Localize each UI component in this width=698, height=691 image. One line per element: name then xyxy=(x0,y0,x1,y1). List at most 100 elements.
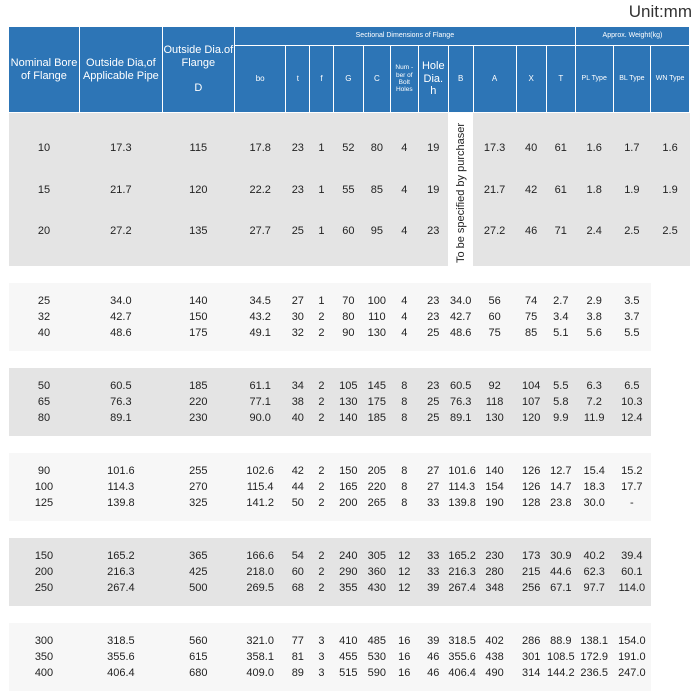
cell-bl-weight: 7.2 xyxy=(575,394,614,410)
cell-g: 130 xyxy=(333,394,364,410)
cell-wn-weight: 39.4 xyxy=(613,537,651,565)
cell-t-upper: 104 xyxy=(516,367,547,395)
cell-t-upper: 107 xyxy=(516,394,547,410)
cell-f: 2 xyxy=(309,309,334,325)
cell-nominal-bore: 15 xyxy=(8,173,80,207)
cell-pl-weight: 67.1 xyxy=(546,579,576,606)
cell-outside-dia-flange: 185 xyxy=(162,367,235,395)
cell-outside-dia-pipe: 139.8 xyxy=(79,494,163,521)
cell-outside-dia-flange: 140 xyxy=(162,283,235,310)
cell-bl-weight: 1.7 xyxy=(613,112,651,174)
cell-wn-weight: 247.0 xyxy=(613,664,651,691)
cell-nominal-bore: 300 xyxy=(8,622,80,650)
cell-x: 130 xyxy=(473,409,517,436)
group-separator xyxy=(8,520,690,538)
cell-bl-weight: 2.5 xyxy=(613,206,651,267)
cell-wn-weight: 6.5 xyxy=(613,367,651,395)
cell-a: 318.5 xyxy=(448,622,476,650)
separator-cell xyxy=(8,435,651,453)
cell-nominal-bore: 10 xyxy=(8,112,80,174)
separator-row xyxy=(8,605,690,623)
cell-c: 590 xyxy=(363,664,391,691)
table-row: 300 318.5 560 321.0 77 3 410 485 16 39 318.5 402 286… xyxy=(8,622,690,650)
group-separator xyxy=(8,435,690,453)
cell-nominal-bore: 32 xyxy=(8,309,80,325)
cell-a: 114.3 xyxy=(448,479,476,495)
cell-t: 38 xyxy=(285,394,310,410)
cell-nominal-bore: 40 xyxy=(8,324,80,351)
cell-num-holes: 16 xyxy=(390,664,419,691)
cell-f: 3 xyxy=(309,649,334,665)
cell-g: 60 xyxy=(333,206,364,267)
cell-pl-weight: 108.5 xyxy=(546,649,576,665)
cell-x: 190 xyxy=(473,494,517,521)
cell-a: 17.3 xyxy=(473,112,517,174)
cell-hole-dia: 19 xyxy=(418,173,449,207)
cell-c: 205 xyxy=(363,452,391,480)
flange-dimensions-table: Nominal Bore of Flange Outside Dia,of Ap… xyxy=(8,26,691,691)
cell-wn-weight: 191.0 xyxy=(613,649,651,665)
cell-wn-weight: 17.7 xyxy=(613,479,651,495)
cell-bo: 115.4 xyxy=(234,479,286,495)
cell-f: 1 xyxy=(309,206,334,267)
cell-hole-dia: 39 xyxy=(418,579,449,606)
cell-nominal-bore: 25 xyxy=(8,283,80,310)
table-row: 20 27.2 135 27.7 25 1 60 95 4 23 27.2 46 71 2.4 2.5 2.5 xyxy=(8,206,690,267)
cell-x: 490 xyxy=(473,664,517,691)
cell-wn-weight: 5.5 xyxy=(613,324,651,351)
cell-outside-dia-flange: 120 xyxy=(162,173,235,207)
cell-outside-dia-flange: 500 xyxy=(162,579,235,606)
cell-c: 130 xyxy=(363,324,391,351)
cell-bl-weight: 138.1 xyxy=(575,622,614,650)
cell-outside-dia-flange: 220 xyxy=(162,394,235,410)
cell-wn-weight: - xyxy=(613,494,651,521)
cell-bl-weight: 3.8 xyxy=(575,309,614,325)
cell-nominal-bore: 150 xyxy=(8,537,80,565)
cell-t-upper: 71 xyxy=(546,206,576,267)
cell-num-holes: 8 xyxy=(390,409,419,436)
cell-f: 1 xyxy=(309,112,334,174)
row-group: 50 60.5 185 61.1 34 2 105 145 8 23 60.5 92 104 5.5 6.3… xyxy=(8,367,690,436)
cell-g: 355 xyxy=(333,579,364,606)
cell-bl-weight: 18.3 xyxy=(575,479,614,495)
cell-outside-dia-flange: 680 xyxy=(162,664,235,691)
cell-f: 2 xyxy=(309,452,334,480)
table-row: 250 267.4 500 269.5 68 2 355 430 12 39 267.4 348 256… xyxy=(8,579,690,606)
header-nominal-bore: Nominal Bore of Flange xyxy=(8,26,80,113)
cell-t: 42 xyxy=(285,452,310,480)
cell-f: 2 xyxy=(309,409,334,436)
cell-t: 60 xyxy=(285,564,310,580)
cell-c: 175 xyxy=(363,394,391,410)
cell-t: 34 xyxy=(285,367,310,395)
cell-bo: 141.2 xyxy=(234,494,286,521)
cell-t-upper: 75 xyxy=(516,309,547,325)
separator-cell xyxy=(8,605,651,623)
cell-f: 1 xyxy=(309,173,334,207)
cell-a: 34.0 xyxy=(448,283,474,310)
table-row: 50 60.5 185 61.1 34 2 105 145 8 23 60.5 92 104 5.5 6.3… xyxy=(8,367,690,395)
cell-g: 90 xyxy=(333,324,364,351)
table-row: 350 355.6 615 358.1 81 3 455 530 16 46 355.6 438 301… xyxy=(8,649,690,665)
cell-t: 30 xyxy=(285,309,310,325)
cell-hole-dia: 27 xyxy=(418,479,449,495)
cell-pl-weight: 23.8 xyxy=(546,494,576,521)
cell-num-holes: 8 xyxy=(390,367,419,395)
cell-nominal-bore: 80 xyxy=(8,409,80,436)
group-separator xyxy=(8,605,690,623)
cell-t: 32 xyxy=(285,324,310,351)
cell-pl-weight: 3.4 xyxy=(546,309,576,325)
cell-outside-dia-flange: 230 xyxy=(162,409,235,436)
cell-num-holes: 16 xyxy=(390,622,419,650)
cell-outside-dia-pipe: 355.6 xyxy=(79,649,163,665)
cell-bo: 269.5 xyxy=(234,579,286,606)
cell-t-upper: 256 xyxy=(516,579,547,606)
cell-outside-dia-pipe: 34.0 xyxy=(79,283,163,310)
cell-g: 70 xyxy=(333,283,364,310)
cell-x: 60 xyxy=(473,309,517,325)
cell-t: 40 xyxy=(285,409,310,436)
cell-num-holes: 4 xyxy=(390,283,419,310)
cell-bo: 49.1 xyxy=(234,324,286,351)
cell-c: 530 xyxy=(363,649,391,665)
cell-outside-dia-pipe: 89.1 xyxy=(79,409,163,436)
cell-g: 80 xyxy=(333,309,364,325)
